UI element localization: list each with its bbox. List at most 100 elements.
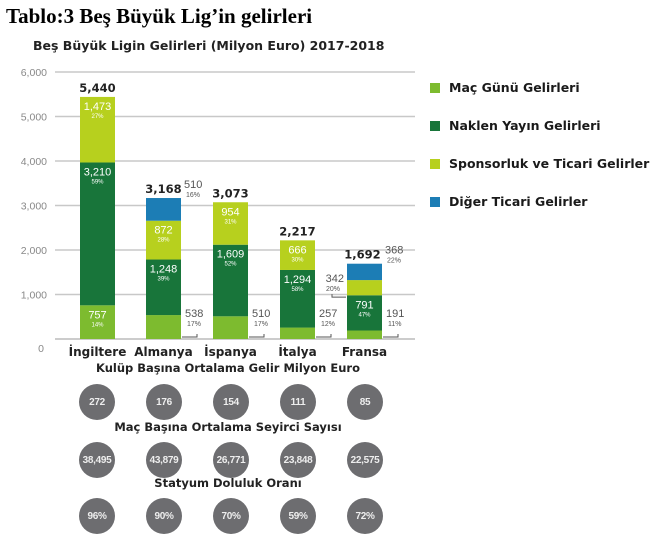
bar-segment	[280, 240, 315, 270]
stat-circle: 111	[280, 384, 316, 420]
segment-percent-label: 28%	[157, 238, 170, 244]
bar-segment	[213, 244, 248, 317]
segment-value-label: 1,248	[150, 264, 178, 276]
bar-total-label: 3,073	[212, 186, 248, 200]
segment-value-label: 342	[326, 273, 344, 285]
legend-item-broadcast: Naklen Yayın Gelirleri	[430, 118, 601, 133]
segment-value-label: 510	[252, 308, 270, 320]
x-category-label: Fransa	[342, 345, 387, 359]
y-tick-label: 0	[38, 343, 44, 355]
leader-line	[316, 334, 332, 338]
bar-total-label: 2,217	[279, 224, 315, 238]
bar-segment	[280, 327, 315, 339]
legend-item-match-day: Maç Günü Gelirleri	[430, 80, 580, 95]
x-category-label: İngiltere	[69, 344, 127, 359]
section-title-attendance: Maç Başına Ortalama Seyirci Sayısı	[114, 420, 342, 434]
bar-segment	[146, 220, 181, 260]
stat-circle: 154	[213, 384, 249, 420]
stat-circle: 59%	[280, 498, 316, 534]
segment-percent-label: 39%	[157, 277, 170, 283]
legend-label: Maç Günü Gelirleri	[449, 80, 580, 95]
bar-segment	[80, 305, 115, 339]
segment-percent-label: 27%	[91, 114, 104, 120]
segment-percent-label: 17%	[254, 321, 268, 328]
bar-segment	[80, 96, 115, 163]
section-title-revenue-per-club: Kulüp Başına Ortalama Gelir Milyon Euro	[95, 361, 360, 375]
x-category-label: İtalya	[278, 344, 316, 359]
leader-line	[249, 334, 265, 338]
leader-line	[182, 334, 198, 338]
segment-value-label: 954	[221, 206, 239, 218]
bar-segment	[213, 316, 248, 339]
stat-circle: 26,771	[213, 442, 249, 478]
segment-percent-label: 12%	[321, 321, 335, 328]
stat-circle: 176	[146, 384, 182, 420]
segment-percent-label: 22%	[387, 258, 401, 265]
segment-percent-label: 11%	[388, 321, 402, 328]
legend-label: Diğer Ticari Gelirler	[449, 194, 588, 209]
segment-value-label: 1,473	[84, 101, 112, 113]
bar-segment	[213, 202, 248, 245]
stat-circle: 96%	[79, 498, 115, 534]
segment-percent-label: 30%	[291, 257, 304, 263]
segment-value-label: 1,609	[217, 249, 245, 261]
stat-circle: 85	[347, 384, 383, 420]
bar-segment	[347, 263, 382, 281]
legend-swatch	[430, 82, 440, 93]
legend-label: Sponsorluk ve Ticari Gelirler	[449, 156, 650, 171]
bar-total-label: 3,168	[145, 182, 181, 196]
segment-value-label: 666	[288, 244, 306, 256]
y-tick-label: 1,000	[21, 290, 47, 302]
legend-swatch	[430, 158, 440, 169]
segment-percent-label: 16%	[186, 192, 200, 199]
bar-segment	[347, 330, 382, 339]
segment-percent-label: 47%	[358, 312, 371, 318]
stat-circle: 22,575	[347, 442, 383, 478]
stat-circle: 70%	[213, 498, 249, 534]
stat-circle: 43,879	[146, 442, 182, 478]
segment-value-label: 510	[184, 179, 202, 191]
bar-segment	[347, 280, 382, 296]
page-title: Tablo:3 Beş Büyük Lig’in gelirleri	[6, 4, 313, 28]
x-category-label: Almanya	[134, 345, 192, 359]
bar-segment	[280, 269, 315, 328]
segment-value-label: 368	[385, 245, 403, 257]
segment-value-label: 538	[185, 308, 203, 320]
segment-value-label: 191	[386, 308, 404, 320]
stat-circle: 23,848	[280, 442, 316, 478]
legend-label: Naklen Yayın Gelirleri	[449, 118, 601, 133]
segment-percent-label: 58%	[291, 287, 304, 293]
y-tick-label: 2,000	[21, 245, 47, 257]
segment-value-label: 257	[319, 308, 337, 320]
bar-segment	[80, 162, 115, 306]
bar-segment	[146, 315, 181, 339]
segment-value-label: 791	[355, 299, 373, 311]
segment-percent-label: 20%	[326, 286, 340, 293]
bar-segment	[347, 295, 382, 331]
segment-percent-label: 52%	[224, 262, 237, 268]
stat-circle: 72%	[347, 498, 383, 534]
segment-value-label: 3,210	[84, 166, 112, 178]
segment-percent-label: 31%	[224, 219, 237, 225]
y-tick-label: 6,000	[21, 67, 47, 79]
legend-item-sponsorship: Sponsorluk ve Ticari Gelirler	[430, 156, 649, 171]
stat-circle: 90%	[146, 498, 182, 534]
leader-line	[331, 294, 346, 298]
segment-value-label: 1,294	[284, 274, 312, 286]
stat-circle: 272	[79, 384, 115, 420]
x-category-label: İspanya	[204, 344, 257, 359]
legend-item-other: Diğer Ticari Gelirler	[430, 194, 587, 209]
legend-swatch	[430, 120, 440, 131]
leader-line	[383, 334, 399, 338]
segment-value-label: 872	[154, 225, 172, 237]
y-tick-label: 4,000	[21, 156, 47, 168]
bar-total-label: 1,692	[344, 248, 380, 262]
y-tick-label: 3,000	[21, 201, 47, 213]
section-title-occupancy: Statyum Doluluk Oranı	[154, 476, 302, 490]
segment-value-label: 757	[88, 309, 106, 321]
bar-segment	[146, 259, 181, 316]
bar-total-label: 5,440	[79, 81, 115, 95]
segment-percent-label: 14%	[91, 322, 104, 328]
y-tick-label: 5,000	[21, 112, 47, 124]
